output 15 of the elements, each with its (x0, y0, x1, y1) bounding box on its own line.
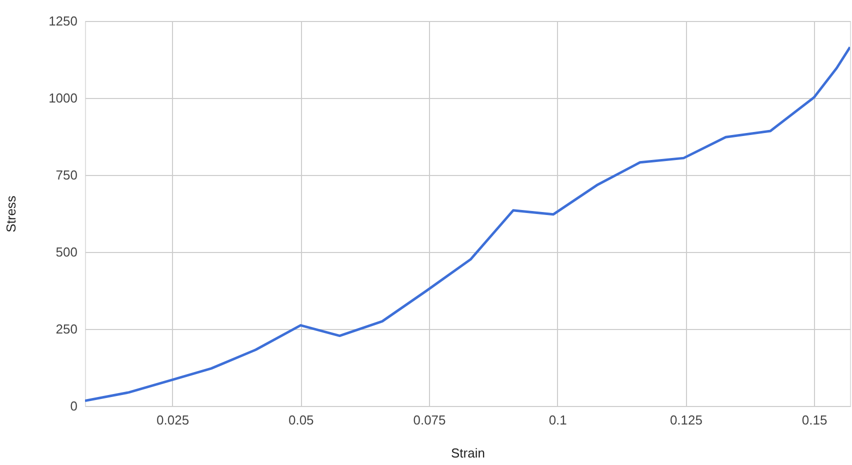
y-tick-label: 1250 (48, 14, 78, 28)
y-tick-label: 500 (56, 244, 78, 260)
x-tick-label: 0.125 (670, 412, 702, 428)
x-axis-title: Strain (451, 446, 485, 460)
x-tick-label: 0.1 (548, 412, 567, 428)
y-axis-title: Stress (4, 195, 19, 232)
line-series (85, 46, 850, 402)
x-tick-label: 0.05 (288, 412, 314, 428)
x-tick-label: 0.075 (413, 412, 446, 428)
y-tick-label: 750 (56, 168, 78, 182)
y-tick-label: 1000 (48, 90, 78, 106)
y-tick-label: 0 (70, 398, 78, 414)
x-tick-label: 0.15 (802, 412, 828, 428)
y-tick-label: 250 (56, 322, 78, 336)
x-tick-label: 0.025 (156, 412, 190, 428)
